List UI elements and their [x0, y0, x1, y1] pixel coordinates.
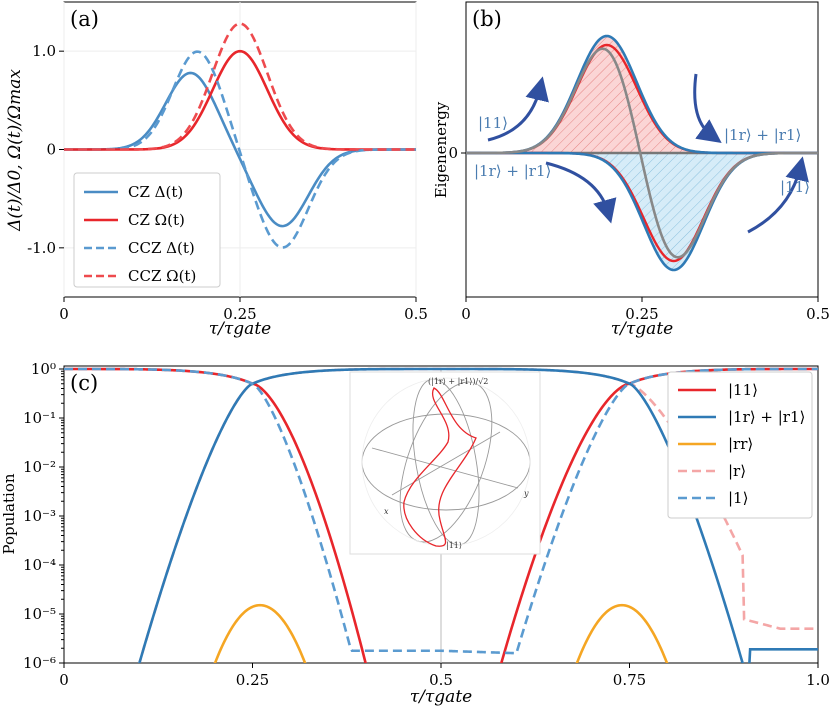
panel-c-ytick-label: 10⁻⁵: [23, 605, 56, 623]
panel-b-annotation: |11⟩: [780, 178, 810, 196]
panel-b: (b) τ/τgate Eigenenergy 0 0.25 0.5 0 |11⟩ |1…: [432, 1, 830, 339]
inset-bottom-label: |11⟩: [446, 541, 462, 550]
panel-c-label: (c): [70, 371, 98, 395]
panel-c-xlabel: τ/τgate: [410, 687, 472, 707]
panel-b-ylabel: Eigenenergy: [432, 101, 450, 198]
panel-b-xlabel: τ/τgate: [611, 319, 673, 339]
panel-c-line-1: [64, 367, 818, 655]
panel-a-legend-entry: CZ Ω(t): [128, 211, 185, 229]
panel-c-legend-entry: |rr⟩: [728, 435, 753, 453]
panel-c-legend-entry: |1r⟩ + |r1⟩: [728, 408, 805, 426]
panel-a-legend-entry: CCZ Δ(t): [128, 239, 195, 257]
inset-frame: [349, 371, 541, 555]
inset-x-axis: [391, 431, 501, 496]
panel-b-upper-fill: [466, 36, 818, 153]
inset-sphere: [361, 377, 531, 547]
panel-c-legend-entry: |11⟩: [728, 381, 758, 399]
panel-b-annotation: |1r⟩ + |r1⟩: [724, 126, 801, 144]
panel-a-legend: CZ Δ(t) CZ Ω(t) CCZ Δ(t) CCZ Ω(t): [73, 172, 221, 288]
panel-b-xtick-label: 0.5: [806, 305, 830, 323]
panel-a-legend-box: [73, 172, 221, 288]
inset-trajectory: [403, 387, 477, 547]
panel-a-xlabel: τ/τgate: [209, 319, 271, 339]
panel-c-legend: |11⟩ |1r⟩ + |r1⟩ |rr⟩ |r⟩ |1⟩: [667, 371, 813, 519]
panel-c: (c) τ/τgate Population 0 0.25 0.5 0.75 1.0 10…: [0, 360, 830, 707]
panel-b-gray-line: [466, 47, 818, 259]
panel-a-xtick-label: 0.25: [223, 305, 256, 323]
panel-c-ytick-label: 10⁻³: [23, 507, 56, 525]
panel-b-xtick-label: 0: [461, 305, 471, 323]
panel-b-label: (b): [472, 7, 502, 31]
panel-c-inset-bloch-sphere: (|1r⟩ + |r1⟩)/√2 |11⟩ x y: [349, 371, 541, 555]
inset-top-label: (|1r⟩ + |r1⟩)/√2: [428, 377, 488, 386]
panel-b-arrow: [487, 76, 549, 142]
panel-c-ytick-label: 10⁻²: [23, 458, 56, 476]
panel-a-ytick-label: -1.0: [27, 239, 56, 257]
inset-x-label: x: [384, 507, 389, 516]
panel-a-legend-entry: CCZ Ω(t): [128, 267, 196, 285]
panel-c-xtick-label: 0: [59, 671, 69, 689]
panel-c-legend-entry: |r⟩: [728, 462, 746, 480]
panel-b-arrow: [693, 73, 722, 144]
panel-c-legend-entry: |1⟩: [728, 489, 748, 507]
panel-a-ylabel: Δ(t)/Δ0, Ω(t)/Ωmax: [5, 69, 25, 232]
panel-c-ytick-label: 10⁻¹: [23, 409, 56, 427]
panel-a-ytick-label: 1.0: [32, 42, 56, 60]
panel-c-xtick-label: 0.75: [613, 671, 646, 689]
panel-b-ytick-label: 0: [448, 144, 458, 162]
panel-a: (a) τ/τgate Δ(t)/Δ0, Ω(t)/Ωmax 0 0.25 0.5 1…: [5, 1, 428, 339]
panel-b-arrow: [545, 161, 617, 224]
panel-b-lower-fill: [466, 153, 818, 270]
panel-a-series-line: [64, 22, 416, 151]
panel-c-ytick-label: 10⁻⁶: [23, 654, 56, 672]
panel-c-xtick-label: 1.0: [806, 671, 830, 689]
inset-y-axis: [371, 447, 519, 489]
panel-a-xtick-label: 0.5: [404, 305, 428, 323]
panel-a-label: (a): [70, 7, 99, 31]
panel-a-ytick-label: 0: [46, 141, 56, 159]
panel-b-xtick-label: 0.25: [625, 305, 658, 323]
panel-b-annotation: |1r⟩ + |r1⟩: [474, 162, 551, 180]
panel-c-ytick-label: 10⁻⁴: [23, 556, 56, 574]
panel-b-arrow: [747, 156, 809, 234]
panel-a-legend-entry: CZ Δ(t): [128, 183, 183, 201]
panel-c-xtick-label: 0.5: [429, 671, 453, 689]
panel-c-legend-box: [667, 371, 813, 519]
panel-c-ytick-label: 10⁰: [31, 360, 56, 378]
panel-b-annotation: |11⟩: [478, 114, 508, 132]
inset-y-label: y: [523, 489, 529, 498]
panel-c-ylabel: Population: [0, 473, 18, 554]
panel-a-xtick-label: 0: [59, 305, 69, 323]
panel-c-xtick-label: 0.25: [236, 671, 269, 689]
